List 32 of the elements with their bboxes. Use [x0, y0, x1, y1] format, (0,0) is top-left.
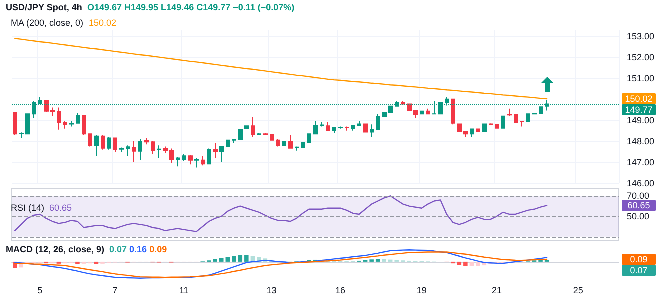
series-label: RSI (14): [11, 203, 50, 213]
annotation: 0.09: [150, 244, 168, 254]
x-tick-label: 19: [416, 286, 427, 296]
series-label: MA (200, close, 0): [11, 18, 89, 28]
y-tick-label: 146.00: [627, 178, 655, 188]
x-tick-label: 7: [112, 286, 118, 296]
text: 0.07: [630, 265, 648, 276]
annotation: 60.65: [50, 203, 72, 213]
y-tick-label: 148.00: [627, 136, 655, 146]
y-tick-label: 153.00: [627, 31, 655, 42]
text: 60.65: [628, 200, 650, 211]
x-tick-label: 13: [266, 286, 277, 296]
chart-title: USD/JPY Spot, 4h: [6, 2, 82, 12]
annotation: 150.02: [625, 94, 653, 104]
text: 0.09: [630, 254, 648, 264]
y-tick-label: 152.00: [627, 52, 655, 62]
text: 150.02: [89, 18, 117, 28]
y-tick-label: 149.00: [627, 115, 655, 126]
y-tick-label: 151.00: [627, 73, 655, 84]
chart-title: MACD (12, 26, close, 9): [6, 244, 105, 254]
annotation: 0.07: [110, 244, 128, 254]
x-tick-label: 25: [573, 286, 584, 296]
x-tick-label: 5: [38, 286, 43, 296]
y-tick-label: 70.00: [627, 191, 650, 202]
x-tick-label: 16: [336, 286, 346, 296]
y-tick-label: 147.00: [627, 157, 655, 168]
text: O149.67 H149.95 L149.46 C149.77 −0.11 (−0.07%): [88, 2, 295, 12]
y-tick-label: 50.00: [627, 212, 650, 222]
ref-line-label: 149.77: [625, 104, 653, 115]
x-tick-label: 21: [492, 286, 502, 296]
x-tick-label: 11: [179, 286, 189, 296]
annotation: 0.16: [130, 244, 148, 254]
